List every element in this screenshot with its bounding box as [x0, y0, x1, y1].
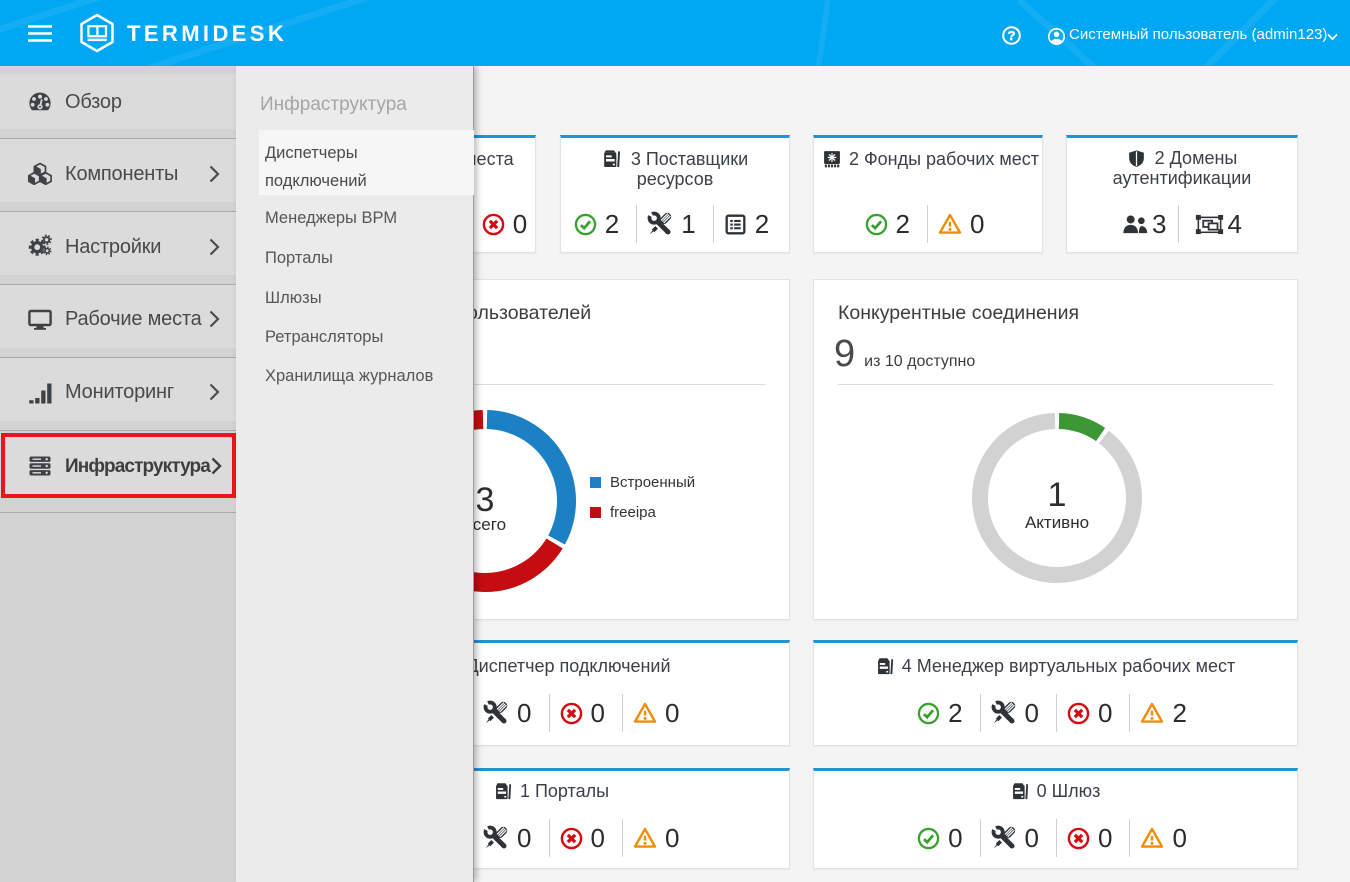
- svg-text:?: ?: [1008, 28, 1016, 43]
